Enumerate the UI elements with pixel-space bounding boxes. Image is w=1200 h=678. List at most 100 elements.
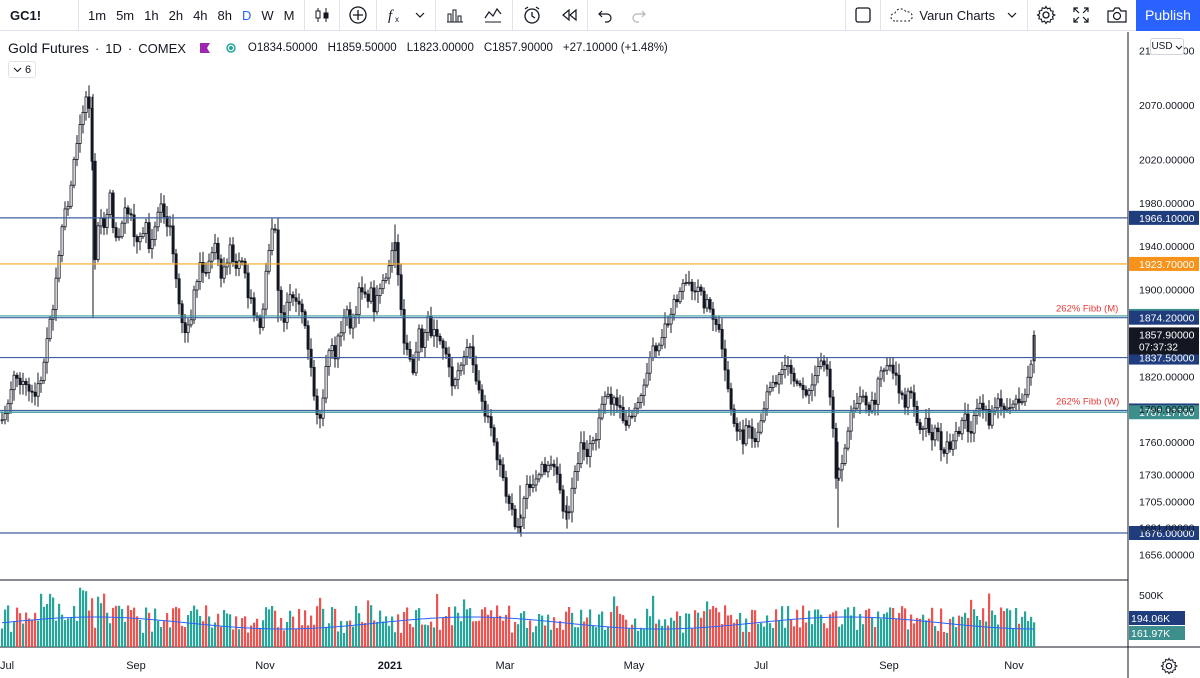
volume-bar [241,618,244,647]
interval-2h[interactable]: 2h [168,7,184,23]
legend-symbol-name[interactable]: Gold Futures [8,40,89,56]
candle-body [1005,407,1009,410]
volume-bar [850,615,853,647]
legend-interval: 1D [105,40,122,56]
candle-body [648,357,652,374]
interval-1h[interactable]: 1h [144,7,159,23]
time-axis-tick: Sep [879,660,899,672]
volume-bar [655,623,658,647]
candle-body [39,380,43,385]
volume-bar [814,609,817,647]
compare-button[interactable] [340,0,376,31]
fullscreen-button[interactable] [1064,0,1098,31]
interval-8h[interactable]: 8h [217,7,232,23]
candles-icon [315,8,329,22]
interval-w[interactable]: W [261,7,274,23]
price-chart[interactable]: 1966.100001923.700001875.836401874.20000… [0,32,1200,678]
interval-1m[interactable]: 1m [88,7,107,23]
svg-text:x: x [395,15,399,24]
interval-m[interactable]: M [283,7,295,23]
templates-button[interactable] [474,0,512,31]
volume-bar [916,617,919,647]
volume-bar [358,613,361,647]
flag-icon[interactable] [198,42,212,54]
settings-button[interactable] [1028,0,1064,31]
volume-bar [583,621,586,647]
interval-d[interactable]: D [242,7,252,23]
candle-body [270,228,274,251]
volume-bar [670,617,673,647]
candle-body [381,280,385,290]
redo-button[interactable] [622,0,656,31]
volume-bar [538,614,541,647]
chart-type-button[interactable] [305,0,339,31]
price-badge-label: 1787.17760 [1139,407,1195,419]
volume-bar [100,603,103,647]
candle-body [84,96,88,113]
volume-bar [892,607,895,647]
volume-bar [976,616,979,647]
candle-body [1014,398,1018,405]
volume-bar [142,632,145,647]
volume-bar [556,628,559,647]
candle-body [711,308,715,320]
volume-bar [442,617,445,647]
volume-ma-line [1,616,1035,630]
layout-menu[interactable]: Varun Charts [881,0,1027,31]
indicators-toggle[interactable]: 6 [8,61,36,78]
volume-bar [295,629,298,647]
candle-body [129,213,133,216]
candle-body [501,464,505,479]
volume-bar [754,610,757,647]
candle-body [531,484,535,488]
candle-body [717,324,721,330]
candle-body [591,440,595,445]
price-axis-tick: 2020.00000 [1139,154,1195,166]
volume-bar [799,627,802,647]
undo-button[interactable] [588,0,622,31]
gear-icon[interactable] [1160,657,1178,675]
snapshot-button[interactable] [1098,0,1136,31]
volume-bar [514,622,517,647]
currency-selector[interactable]: USD [1150,38,1184,55]
volume-bar [658,619,661,647]
select-layout-button[interactable] [846,0,880,31]
financials-button[interactable] [436,0,474,31]
candle-body [24,381,28,386]
volume-bar [307,625,310,647]
volume-bar [742,631,745,647]
candle-body [483,400,487,417]
volume-bar [163,620,166,647]
volume-bar [832,612,835,647]
candle-body [297,300,301,305]
candle-body [243,260,247,274]
price-axis-tick: 2070.00000 [1139,100,1195,112]
volume-bar [328,623,331,647]
candle-body [87,96,91,109]
publish-button[interactable]: Publish [1136,0,1200,31]
volume-bar [934,626,937,647]
symbol-search[interactable]: GC1! [10,7,42,23]
alert-button[interactable] [513,0,551,31]
candle-body [834,427,838,479]
time-axis-tick: Nov [255,660,275,672]
volume-bar [388,625,391,647]
volume-bar [67,618,70,647]
camera-icon [1107,7,1127,23]
candle-body [123,207,127,224]
volume-bar [64,620,67,647]
interval-5m[interactable]: 5m [116,7,135,23]
candle-body [987,409,991,426]
candle-body [357,287,361,316]
volume-bar [778,620,781,647]
toolbar-divider [586,0,588,31]
candle-body [1011,403,1015,409]
candle-body [228,244,232,264]
replay-button[interactable] [551,0,587,31]
volume-bar [178,608,181,647]
interval-4h[interactable]: 4h [193,7,208,23]
candle-body [801,384,805,391]
volume-bar [130,610,133,647]
volume-bar [607,626,610,647]
